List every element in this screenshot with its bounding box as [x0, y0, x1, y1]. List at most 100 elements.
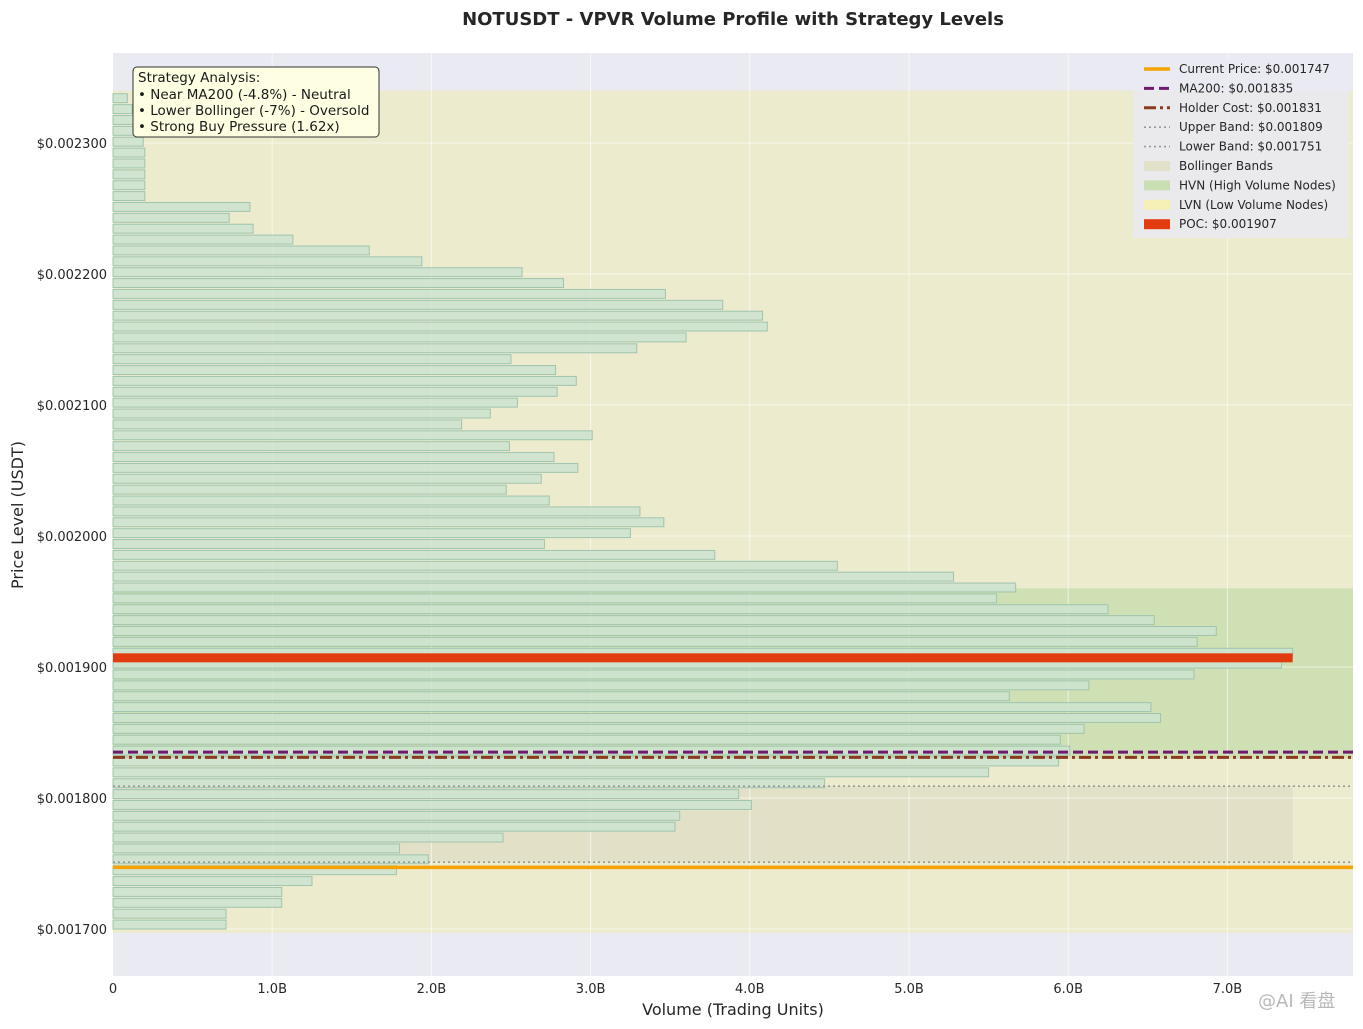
volume-bar	[112, 104, 133, 115]
y-tick-label: $0.001800	[37, 792, 107, 807]
volume-bar	[112, 473, 542, 484]
volume-bar	[112, 375, 577, 386]
x-tick-label: 1.0B	[257, 982, 287, 997]
volume-bar	[112, 115, 135, 125]
volume-bar	[112, 626, 1217, 636]
volume-bar	[112, 93, 128, 104]
volume-bar	[112, 669, 1195, 680]
volume-bar	[112, 201, 251, 212]
volume-bar	[112, 919, 227, 930]
volume-bar	[112, 832, 504, 843]
volume-bar	[112, 343, 638, 354]
chart-title: NOTUSDT - VPVR Volume Profile with Strat…	[462, 9, 1004, 30]
annotation-line: Strategy Analysis:	[138, 70, 260, 86]
volume-bar	[112, 180, 146, 191]
strategy-analysis-box: Strategy Analysis: • Near MA200 (-4.8%) …	[132, 66, 380, 138]
volume-bar	[112, 549, 716, 560]
volume-bar	[112, 734, 1061, 745]
legend-label: POC: $0.001907	[1179, 217, 1277, 231]
volume-bar	[112, 223, 254, 234]
y-tick-label: $0.002000	[37, 530, 107, 545]
annotation-line: • Strong Buy Pressure (1.62x)	[138, 119, 340, 135]
legend-label: Current Price: $0.001747	[1179, 62, 1330, 76]
legend-swatch	[1144, 161, 1170, 171]
volume-bar	[112, 147, 146, 158]
y-tick-label: $0.001900	[37, 661, 107, 676]
volume-bar	[112, 354, 512, 365]
volume-bar	[112, 778, 826, 789]
x-tick-label: 2.0B	[417, 982, 447, 997]
volume-bar	[112, 843, 401, 854]
volume-bars-layer	[112, 93, 1294, 930]
volume-bar	[112, 506, 641, 517]
x-tick-label: 5.0B	[894, 982, 924, 997]
volume-bar	[112, 582, 1017, 593]
volume-bar	[112, 789, 740, 800]
volume-bar	[112, 321, 768, 332]
volume-bar	[112, 191, 146, 202]
legend-label: Upper Band: $0.001809	[1179, 120, 1323, 134]
volume-bar	[112, 897, 283, 908]
volume-bar	[112, 419, 463, 430]
x-tick-label: 3.0B	[576, 982, 606, 997]
x-tick-label: 6.0B	[1053, 982, 1083, 997]
volume-bar	[112, 528, 631, 539]
volume-bar	[112, 256, 423, 267]
x-tick-label: 7.0B	[1213, 982, 1243, 997]
volume-bar	[112, 278, 565, 289]
y-tick-label: $0.002200	[37, 268, 107, 283]
legend: Current Price: $0.001747 MA200: $0.001835…	[1133, 58, 1349, 238]
volume-bar	[112, 169, 146, 180]
y-tick-label: $0.001700	[37, 923, 107, 938]
legend-swatch	[1144, 180, 1170, 191]
volume-bar	[112, 212, 230, 223]
volume-bar	[112, 886, 283, 897]
volume-bar	[112, 876, 313, 887]
volume-bar	[112, 462, 579, 473]
legend-label: Lower Band: $0.001751	[1179, 140, 1322, 154]
volume-bar	[112, 267, 523, 278]
y-tick-label: $0.002300	[37, 137, 107, 152]
volume-bar	[112, 821, 676, 832]
volume-bar	[112, 245, 370, 256]
volume-bar	[112, 158, 146, 169]
volume-bar	[112, 767, 990, 778]
x-tick-label: 0	[109, 982, 117, 997]
volume-bar	[112, 539, 545, 549]
annotation-line: • Near MA200 (-4.8%) - Neutral	[138, 87, 351, 103]
y-tick-label: $0.002100	[37, 399, 107, 414]
volume-bar	[112, 332, 687, 343]
volume-bar	[112, 713, 1162, 723]
volume-bar	[112, 365, 557, 375]
volume-bar	[112, 723, 1085, 734]
volume-bar	[112, 484, 507, 495]
volume-bar	[112, 745, 1071, 756]
poc-bar	[113, 653, 1293, 663]
volume-bar	[112, 517, 665, 528]
y-tick-labels: $0.001700 $0.001800 $0.001900 $0.002000 $0.0…	[37, 137, 107, 938]
legend-label: HVN (High Volume Nodes)	[1179, 178, 1336, 192]
volume-bar	[112, 397, 518, 408]
volume-bar	[112, 615, 1155, 626]
volume-bar	[112, 430, 593, 441]
watermark: @AI 看盘	[1258, 991, 1335, 1012]
volume-bar	[112, 310, 764, 321]
volume-bar	[112, 299, 724, 310]
legend-swatch	[1144, 199, 1170, 210]
volume-bar	[112, 408, 491, 419]
legend-label: Bollinger Bands	[1179, 159, 1273, 173]
volume-bar	[112, 441, 510, 452]
volume-bar	[112, 680, 1090, 691]
volume-bar	[112, 452, 555, 462]
volume-bar	[112, 593, 998, 604]
volume-bar	[112, 234, 294, 245]
x-axis-label: Volume (Trading Units)	[642, 1000, 824, 1019]
volume-bar	[112, 571, 955, 582]
volume-bar	[112, 560, 838, 571]
legend-swatch	[1144, 219, 1170, 230]
legend-label: Holder Cost: $0.001831	[1179, 101, 1322, 115]
volume-bar	[112, 702, 1152, 713]
volume-bar	[112, 495, 550, 506]
volume-bar	[112, 136, 144, 147]
volume-bar	[112, 854, 429, 865]
